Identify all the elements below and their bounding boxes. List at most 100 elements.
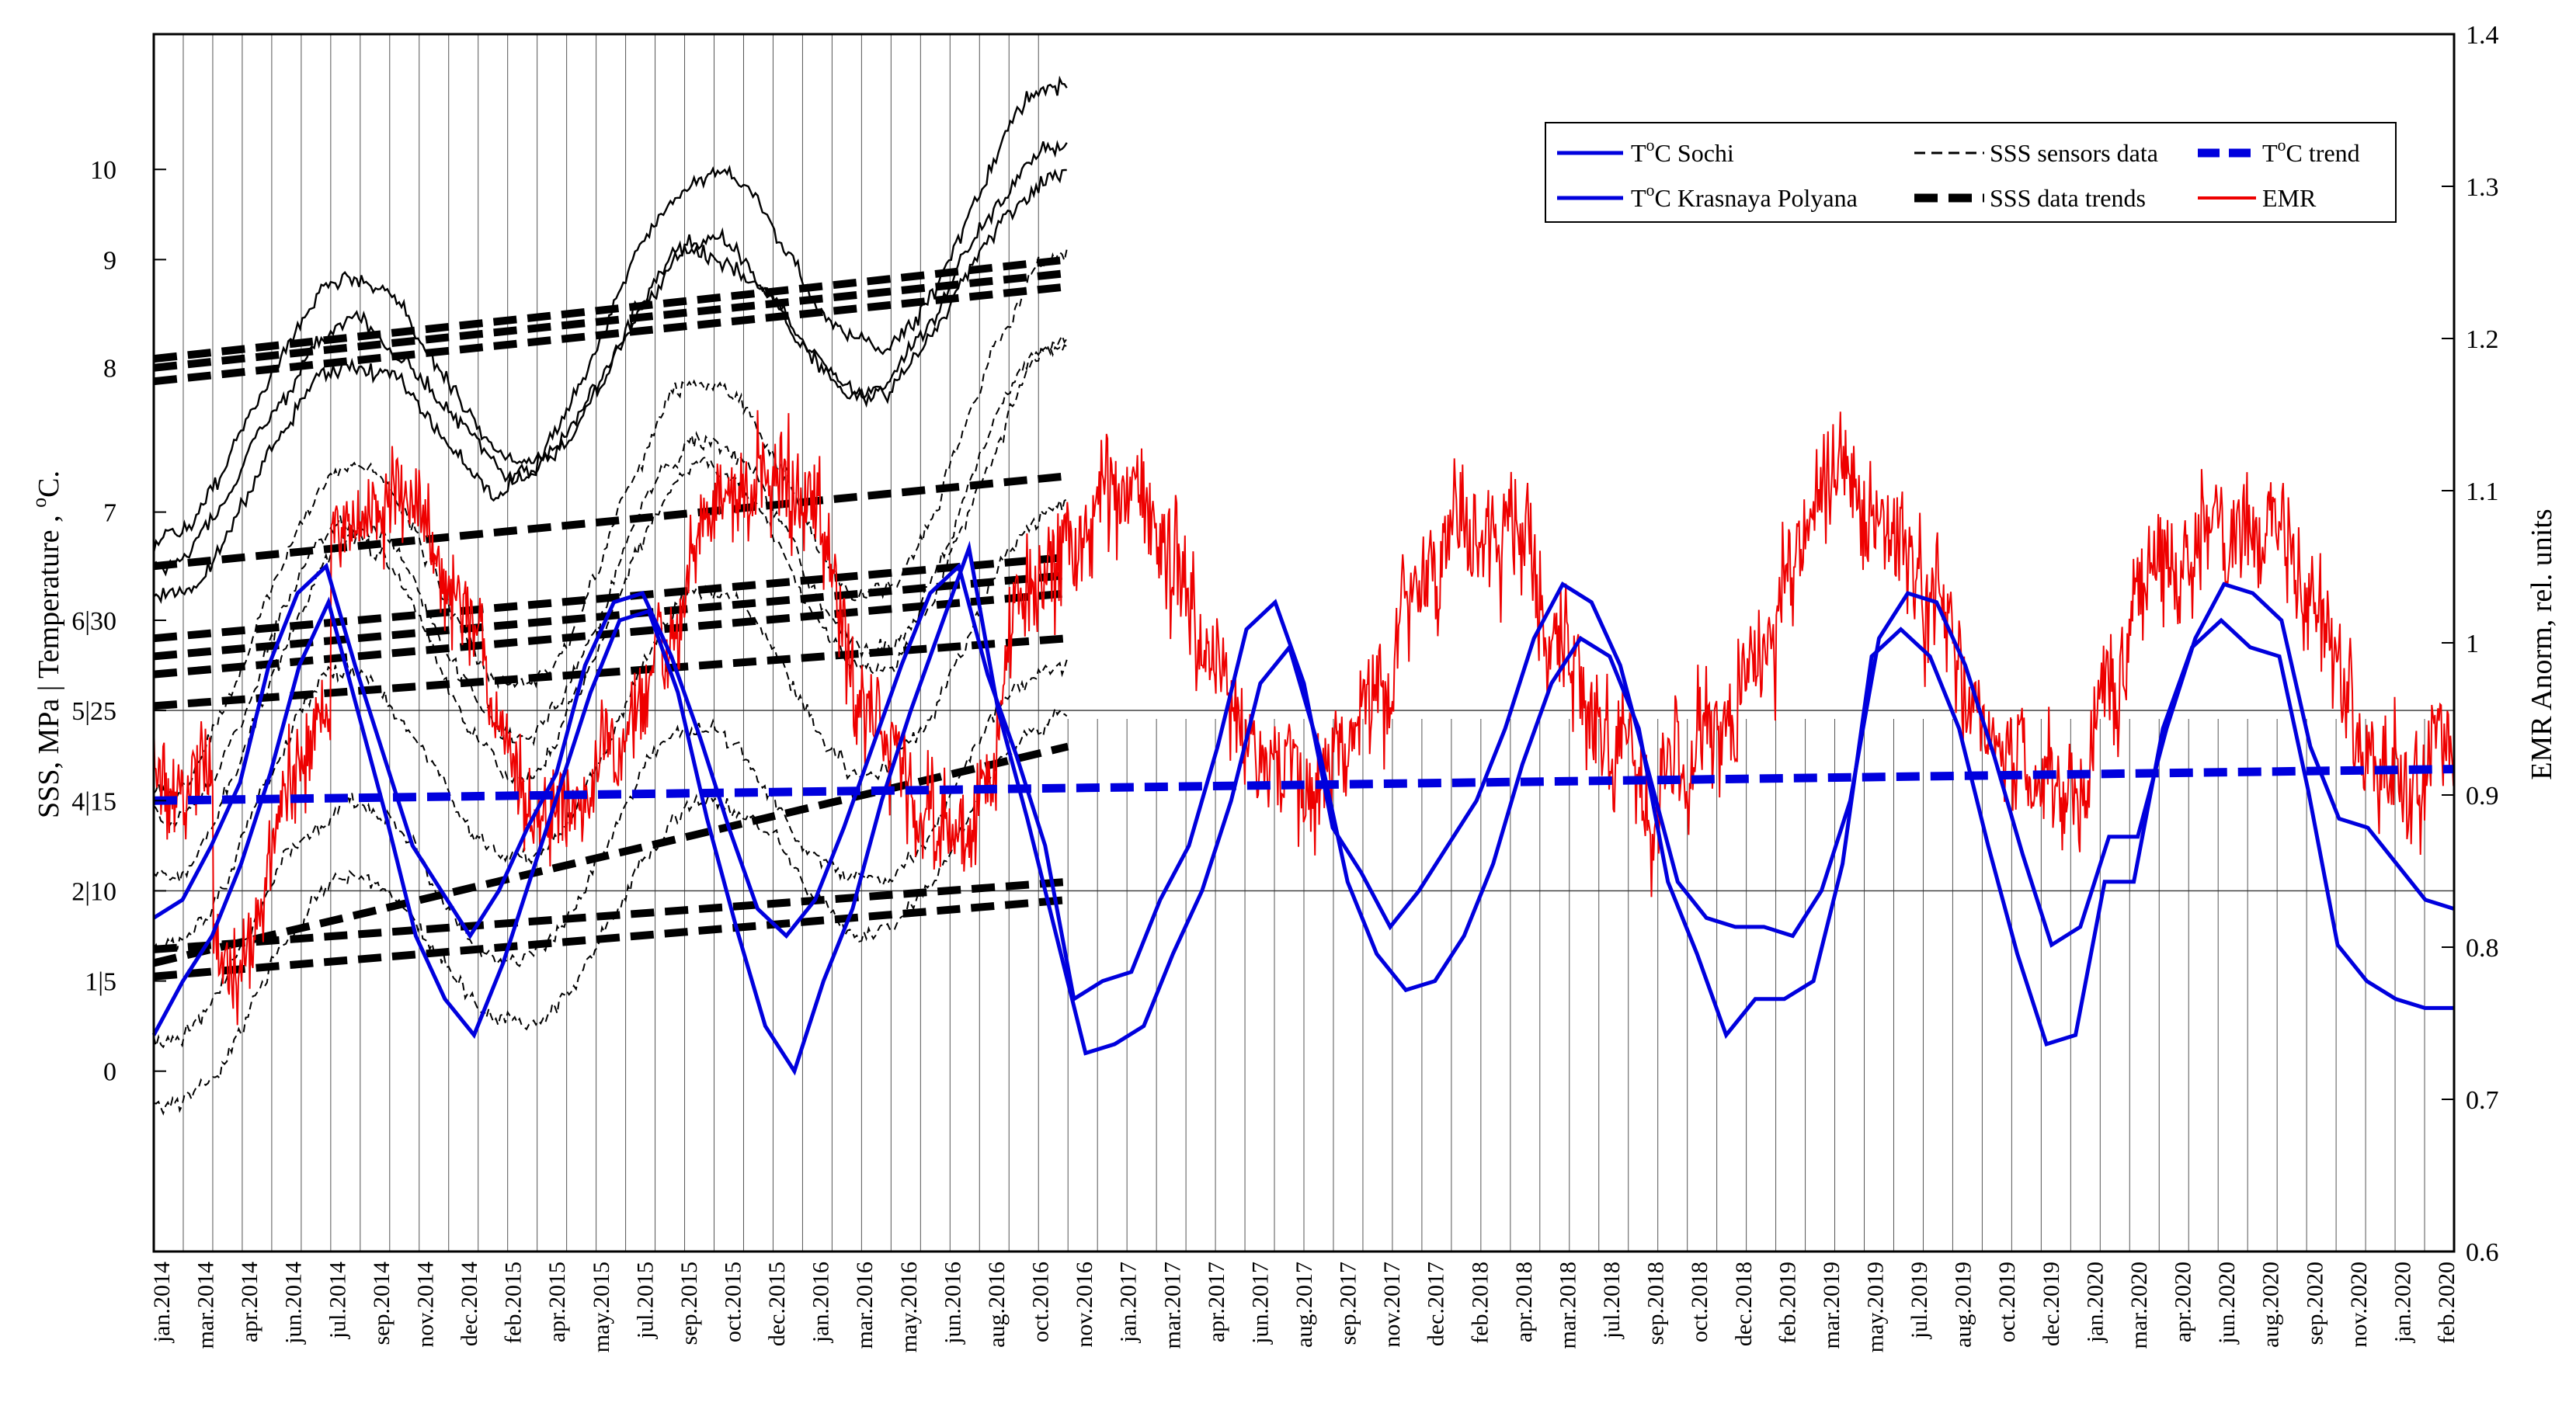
- x-tick-label: aug.2016: [984, 1262, 1010, 1348]
- x-tick-label: dec.2019: [2039, 1262, 2064, 1346]
- x-tick-label: jan.2017: [1116, 1262, 1142, 1343]
- left-tick-label: 9: [103, 246, 116, 275]
- left-tick-label: 5|25: [71, 697, 116, 726]
- legend-label-sss-trends: SSS data trends: [1990, 184, 2146, 212]
- legend-label-t-trend: ToC trend: [2262, 135, 2360, 167]
- sss-trend-line: [153, 896, 1069, 981]
- x-tick-label: apr.2014: [237, 1262, 262, 1342]
- x-tick-label: mar.2017: [1159, 1262, 1185, 1349]
- right-tick-label: 1.1: [2466, 477, 2499, 506]
- x-tick-label: nov.2014: [412, 1262, 438, 1348]
- left-tick-label: 1|5: [85, 968, 116, 997]
- left-axis-title-sup: o: [28, 498, 50, 508]
- x-tick-label: oct.2018: [1687, 1262, 1712, 1342]
- x-tick-label: feb.2018: [1467, 1262, 1493, 1344]
- left-axis-ticks: 0 1|5 2|10 4|15 5|25 6|30 7 8 9 10: [71, 156, 166, 1087]
- left-tick-label: 10: [90, 156, 116, 185]
- temperature-trend: [153, 765, 2455, 805]
- x-tick-label: dec.2017: [1424, 1262, 1449, 1346]
- right-tick-label: 1.2: [2466, 325, 2499, 354]
- right-tick-label: 0.6: [2466, 1238, 2499, 1267]
- sss-trend-line: [153, 589, 1069, 679]
- x-tick-label: jun.2014: [281, 1262, 307, 1345]
- month-gridlines: [183, 34, 2425, 1252]
- x-tick-label: jun.2016: [940, 1262, 965, 1345]
- sss-trend-lines: [152, 255, 1069, 981]
- x-tick-label: apr.2020: [2171, 1262, 2196, 1342]
- right-tick-label: 0.7: [2466, 1086, 2499, 1115]
- right-tick-label: 1.3: [2466, 173, 2499, 202]
- sss-trend-line: [153, 472, 1069, 571]
- right-tick-label: 0.8: [2466, 934, 2499, 963]
- x-tick-label: oct.2019: [1994, 1262, 2020, 1342]
- sss-trend-line: [153, 571, 1069, 661]
- x-tick-label: jul.2015: [632, 1262, 658, 1339]
- right-tick-label: 1.4: [2466, 21, 2499, 50]
- emr-series: [153, 410, 2455, 1026]
- sss-trend-line: [153, 634, 1069, 710]
- x-tick-label: sep.2014: [369, 1262, 395, 1345]
- x-tick-label: may.2015: [589, 1262, 614, 1352]
- reference-gridlines: [154, 710, 2454, 892]
- legend: ToC Sochi ToC Krasnaya Polyana SSS sensors…: [1545, 122, 2397, 223]
- right-axis-title: EMR Anorm, rel. units: [2526, 509, 2558, 779]
- x-tick-label: aug.2020: [2258, 1262, 2284, 1348]
- left-tick-label: 2|10: [71, 877, 116, 906]
- x-tick-label: jun.2017: [1247, 1262, 1273, 1345]
- krasnaya-polyana-temperature-line: [151, 540, 2454, 1076]
- x-tick-label: oct.2016: [1028, 1262, 1054, 1342]
- sss-trend-line: [153, 553, 1069, 643]
- x-tick-label: jul.2014: [325, 1262, 350, 1339]
- left-tick-label: 4|15: [71, 787, 116, 816]
- x-tick-label: sep.2015: [676, 1262, 702, 1345]
- x-tick-label: jul.2019: [1907, 1262, 1932, 1339]
- t-trend-line: [153, 765, 2455, 805]
- legend-label-emr: EMR: [2262, 184, 2317, 212]
- sss-trend-line: [153, 255, 1069, 363]
- emr-line: [153, 410, 2455, 1026]
- legend-box: [1545, 122, 2397, 223]
- x-tick-label: dec.2015: [764, 1262, 790, 1346]
- right-axis-ticks: 0.6 0.7 0.8 0.9 1 1.1 1.2 1.3 1.4: [2442, 21, 2499, 1267]
- left-axis-title: SSS, MPa | Temperature , oC.: [28, 470, 65, 818]
- x-tick-label: feb.2019: [1775, 1262, 1800, 1344]
- x-tick-label: sep.2018: [1643, 1262, 1669, 1345]
- sochi-temperature-line: [152, 562, 2455, 1002]
- right-tick-label: 1: [2466, 630, 2479, 658]
- x-tick-label: mar.2018: [1555, 1262, 1580, 1349]
- x-axis-ticks: jan.2014 mar.2014 apr.2014 jun.2014 jul.2014…: [149, 1262, 2460, 1352]
- legend-label-sochi: ToC Sochi: [1631, 135, 1734, 167]
- x-tick-label: apr.2015: [544, 1262, 570, 1342]
- x-tick-label: apr.2018: [1511, 1262, 1537, 1342]
- x-tick-label: jan.2016: [808, 1262, 834, 1343]
- x-tick-label: mar.2014: [193, 1262, 219, 1349]
- sss-trend-line: [153, 283, 1069, 386]
- left-tick-label: 0: [103, 1058, 116, 1087]
- x-tick-label: feb.2020: [2434, 1262, 2460, 1344]
- x-tick-label: feb.2015: [501, 1262, 527, 1344]
- sss-sensor-line: [153, 168, 1067, 577]
- x-tick-label: jan.2020: [2082, 1262, 2108, 1343]
- x-tick-label: may.2016: [896, 1262, 922, 1352]
- x-tick-label: jan.2014: [149, 1262, 175, 1343]
- sss-sensor-line: [153, 248, 1068, 797]
- x-tick-label: aug.2017: [1291, 1262, 1317, 1348]
- x-tick-label: mar.2016: [852, 1262, 878, 1349]
- x-tick-label: nov.2017: [1379, 1262, 1405, 1348]
- x-tick-label: sep.2017: [1336, 1262, 1361, 1345]
- x-tick-label: oct.2015: [721, 1262, 746, 1342]
- x-tick-label: jun.2020: [2214, 1262, 2240, 1345]
- x-tick-label: aug.2019: [1951, 1262, 1976, 1348]
- sss-trend-line: [153, 269, 1069, 372]
- x-tick-label: dec.2018: [1731, 1262, 1757, 1346]
- sss-trend-line: [153, 877, 1069, 953]
- left-tick-label: 6|30: [71, 607, 116, 636]
- x-tick-label: nov.2020: [2346, 1262, 2372, 1348]
- right-tick-label: 0.9: [2466, 782, 2499, 811]
- left-tick-label: 7: [103, 499, 116, 528]
- legend-label-krasnaya-polyana: ToC Krasnaya Polyana: [1631, 180, 1858, 212]
- x-tick-label: sep.2020: [2302, 1262, 2327, 1345]
- temperature-series: [151, 540, 2455, 1076]
